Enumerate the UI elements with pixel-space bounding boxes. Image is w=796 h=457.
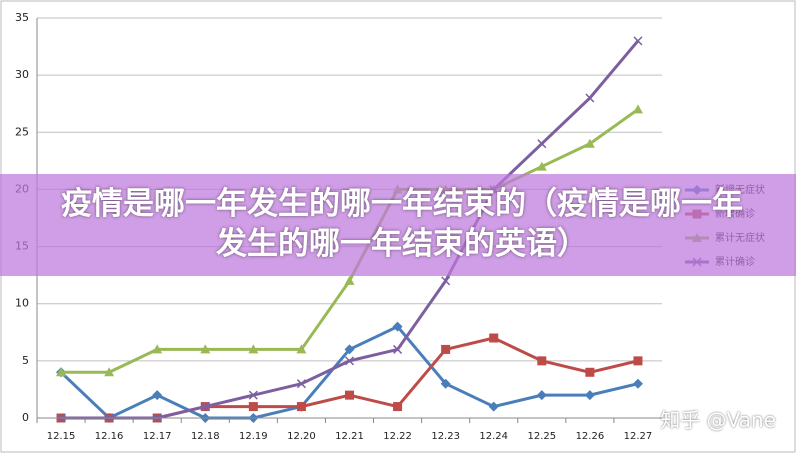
banner-text: 疫情是哪一年发生的哪一年结束的（疫情是哪一年发生的哪一年结束的英语） [61, 186, 743, 262]
x-tick-label: 12.20 [287, 431, 316, 442]
x-tick-label: 12.18 [191, 431, 220, 442]
y-tick-label: 0 [22, 411, 29, 424]
y-tick-label: 30 [15, 68, 29, 81]
marker [200, 402, 210, 412]
marker [104, 367, 115, 377]
marker [632, 104, 643, 114]
marker [152, 344, 163, 354]
x-tick-label: 12.25 [527, 431, 556, 442]
x-tick-label: 12.21 [335, 431, 364, 442]
marker [248, 344, 259, 354]
marker [345, 390, 354, 400]
y-tick-label: 25 [15, 125, 29, 138]
x-tick-label: 12.19 [239, 431, 268, 442]
marker [536, 390, 547, 401]
marker [537, 356, 547, 366]
x-tick-label: 12.16 [95, 431, 124, 442]
y-tick-label: 35 [15, 11, 29, 24]
marker [440, 378, 451, 389]
marker [393, 344, 403, 354]
x-tick-label: 12.22 [383, 431, 412, 442]
marker [536, 161, 547, 171]
marker [537, 139, 547, 149]
watermark: 知乎 @Vane [660, 408, 776, 432]
marker [633, 36, 643, 46]
marker [489, 333, 499, 343]
marker [392, 321, 403, 332]
marker [344, 275, 355, 285]
x-tick-label: 12.17 [143, 431, 172, 442]
marker [488, 401, 499, 412]
marker [632, 378, 643, 389]
marker [248, 390, 258, 400]
marker [585, 93, 595, 103]
x-tick-label: 12.24 [479, 431, 508, 442]
banner: 疫情是哪一年发生的哪一年结束的（疫情是哪一年发生的哪一年结束的英语） [0, 174, 796, 276]
marker [296, 344, 307, 354]
marker [393, 402, 403, 412]
marker [152, 390, 163, 401]
marker [584, 138, 595, 148]
marker [248, 402, 258, 412]
x-tick-label: 12.26 [576, 431, 605, 442]
marker [441, 276, 451, 286]
marker [584, 390, 595, 401]
marker [344, 344, 355, 355]
marker [56, 367, 67, 377]
y-tick-label: 5 [22, 354, 29, 367]
marker [344, 356, 355, 366]
marker [296, 379, 306, 389]
marker [441, 344, 451, 354]
marker [200, 344, 211, 354]
x-tick-label: 12.15 [47, 431, 76, 442]
marker [296, 402, 306, 412]
x-tick-label: 12.23 [431, 431, 460, 442]
marker [585, 367, 595, 377]
y-tick-label: 10 [15, 297, 29, 310]
x-tick-label: 12.27 [624, 431, 653, 442]
marker [633, 356, 643, 366]
